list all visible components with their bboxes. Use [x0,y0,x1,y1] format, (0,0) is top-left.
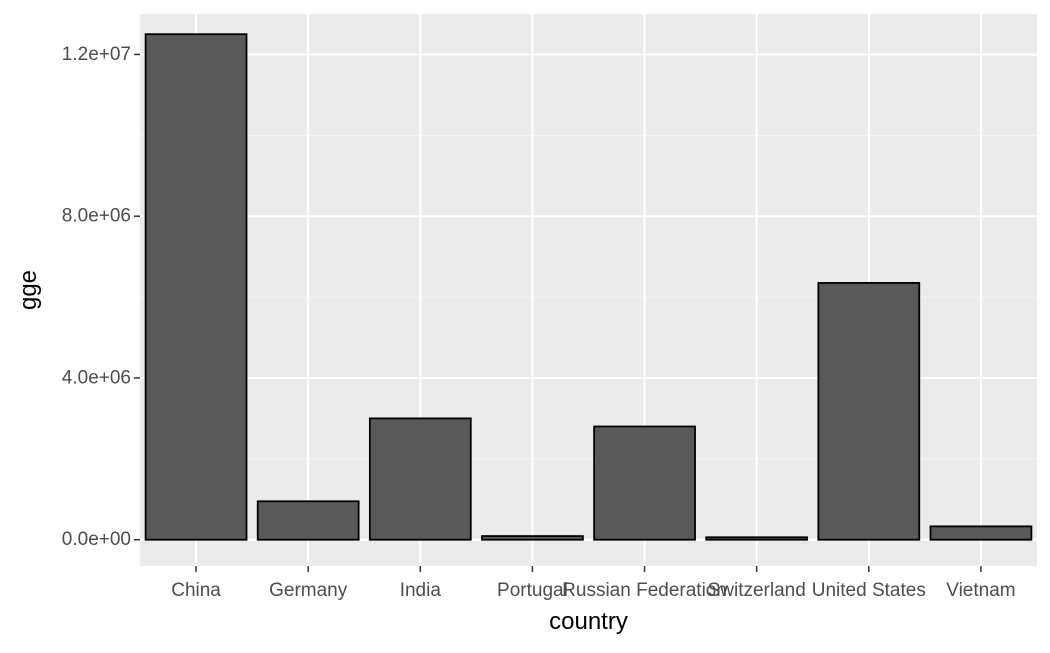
x-tick-label: United States [812,580,926,601]
y-tick-label: 4.0e+06 [62,367,131,388]
x-tick-label: Portugal [497,580,568,601]
bar-switzerland [705,536,809,541]
bar-germany [256,500,360,541]
y-axis-title: gge [15,270,42,310]
x-tick-label: Switzerland [708,580,806,601]
x-tick-label: China [171,580,221,601]
bar-china [144,33,248,541]
bar-portugal [481,535,584,541]
bar-india [368,417,472,541]
x-tick-label: India [400,580,442,601]
y-axis: 0.0e+00 4.0e+06 8.0e+06 1.2e+07 [62,44,140,550]
bar-vietnam [929,525,1033,541]
x-tick-label: Russian Federation [562,580,727,601]
bar-russian-federation [593,425,696,541]
y-tick-label: 8.0e+06 [62,206,131,227]
x-tick-label: Germany [269,580,348,601]
bar-united-states [817,282,921,541]
bar-series [144,33,1033,541]
x-tick-label: Vietnam [946,580,1015,601]
x-axis-title: country [549,608,628,635]
y-tick-label: 1.2e+07 [62,44,131,65]
y-tick-label: 0.0e+00 [62,529,131,550]
